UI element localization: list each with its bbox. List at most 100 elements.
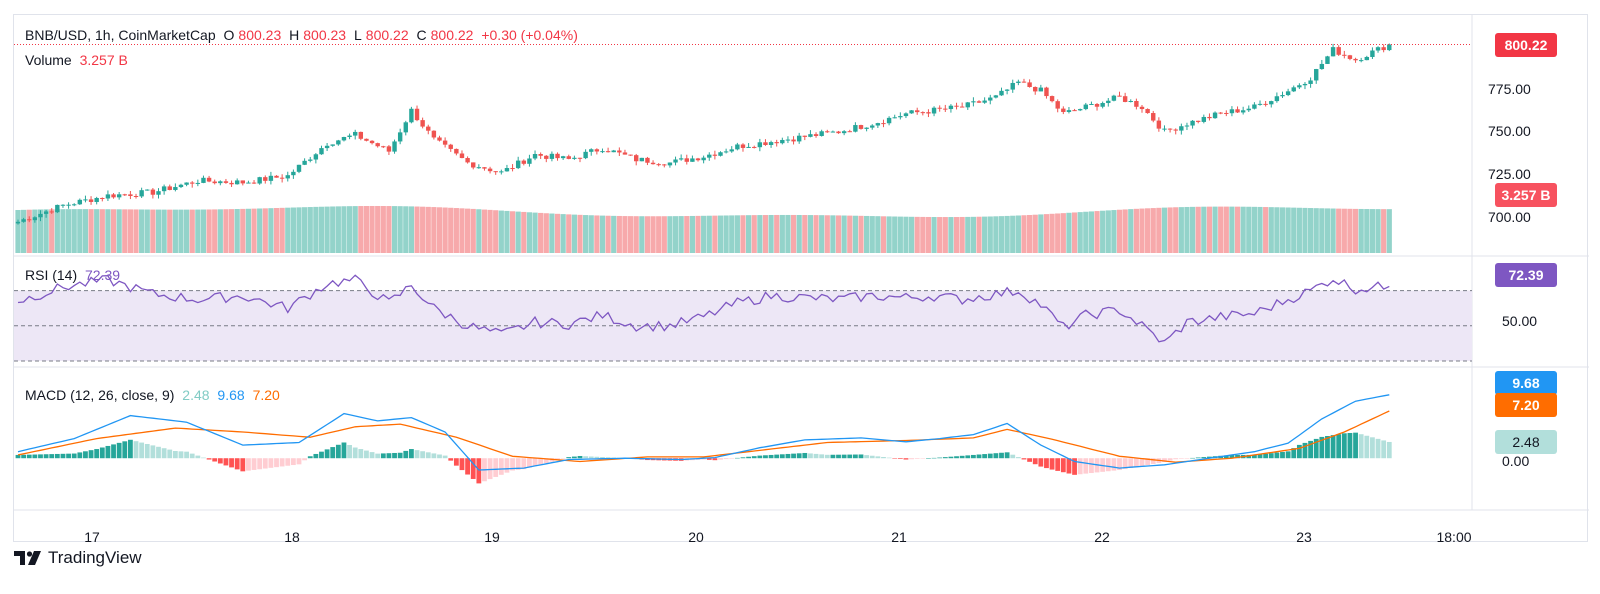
volume-label[interactable]: Volume <box>25 52 72 68</box>
symbol-label[interactable]: BNB/USD, 1h, CoinMarketCap <box>25 27 216 43</box>
macd-histogram-bar <box>212 458 218 462</box>
candle-body <box>723 151 729 153</box>
macd-signal-value: 7.20 <box>252 387 280 403</box>
macd-histogram-bar <box>1386 441 1392 459</box>
candle-body <box>1044 87 1049 97</box>
candle-body <box>133 196 139 198</box>
volume-bar <box>1066 212 1072 253</box>
volume-bar <box>701 215 707 253</box>
candle-body <box>218 181 223 184</box>
macd-histogram-bar <box>1280 451 1285 459</box>
candle-body <box>302 160 307 165</box>
macd-histogram-bar <box>15 454 21 459</box>
volume-bar <box>172 209 178 253</box>
volume-bar <box>403 206 409 253</box>
volume-bar <box>622 216 628 253</box>
macd-histogram-bar <box>841 454 847 459</box>
volume-bar <box>1145 208 1151 253</box>
volume-bar <box>155 209 162 253</box>
volume-bar <box>1116 209 1123 253</box>
volume-bar <box>324 206 330 253</box>
volume-bar <box>1010 215 1016 253</box>
volume-bar <box>1308 208 1314 253</box>
volume-bar <box>1313 208 1319 253</box>
macd-histogram-bar <box>302 458 308 461</box>
volume-bar <box>127 209 133 253</box>
volume-bar <box>1336 208 1342 253</box>
macd-histogram-bar <box>1358 434 1364 459</box>
macd-histogram-bar <box>903 458 909 460</box>
macd-histogram-bar <box>493 458 499 477</box>
candle-body <box>1387 44 1392 51</box>
candle-body <box>634 155 639 162</box>
macd-histogram-bar <box>937 457 943 459</box>
candle-body <box>145 189 150 191</box>
macd-histogram-bar <box>577 455 583 459</box>
macd-label[interactable]: MACD (12, 26, close, 9) <box>25 387 175 403</box>
candle-body <box>954 105 959 107</box>
candle-body <box>774 142 779 144</box>
macd-histogram-bar <box>32 454 38 459</box>
macd-histogram-bar <box>571 456 577 459</box>
volume-bar <box>892 216 898 253</box>
volume-bar <box>1274 207 1280 253</box>
macd-histogram-bar <box>268 458 274 468</box>
candle-body <box>858 125 864 129</box>
chart-container[interactable]: BNB/USD, 1h, CoinMarketCap O 800.23 H 800.… <box>13 14 1589 545</box>
volume-bar <box>672 216 679 253</box>
macd-histogram-bar <box>1133 458 1139 468</box>
volume-bar <box>965 216 971 253</box>
macd-histogram-bar <box>144 443 150 459</box>
candle-body <box>1089 103 1094 105</box>
candle-body <box>201 177 206 183</box>
macd-histogram-bar <box>195 455 201 459</box>
volume-bar <box>549 213 555 253</box>
chart-canvas[interactable] <box>14 15 1589 543</box>
candle-body <box>886 117 892 124</box>
macd-histogram-bar <box>296 458 302 465</box>
time-tick: 22 <box>1094 529 1110 545</box>
macd-histogram-bar <box>746 456 751 459</box>
volume-bar <box>869 216 875 253</box>
volume-bar <box>723 215 729 253</box>
candle-body <box>1302 83 1308 86</box>
candle-body <box>257 177 262 184</box>
candle-body <box>791 139 796 142</box>
macd-histogram-bar <box>909 458 914 460</box>
volume-bar <box>397 206 403 253</box>
macd-histogram-bar <box>1060 458 1066 473</box>
candle-body <box>892 117 897 119</box>
candle-body <box>319 148 324 155</box>
volume-bar <box>251 208 257 253</box>
macd-histogram-bar <box>409 449 414 459</box>
volume-bar <box>543 213 549 253</box>
candle-body <box>442 140 448 145</box>
tradingview-logo[interactable]: TradingView <box>14 548 142 568</box>
macd-histogram-bar <box>1285 451 1291 459</box>
macd-histogram-bar <box>971 454 976 459</box>
volume-bar <box>26 209 32 253</box>
tradingview-logo-icon <box>14 551 41 565</box>
macd-histogram-bar <box>768 454 774 459</box>
volume-bar <box>234 209 240 253</box>
volume-bar <box>133 209 139 253</box>
volume-bar <box>661 216 667 253</box>
price-tick: 775.00 <box>1488 81 1531 97</box>
rsi-label[interactable]: RSI (14) <box>25 267 78 283</box>
volume-bar <box>790 214 797 253</box>
volume-bar <box>262 208 268 253</box>
open-value: 800.23 <box>238 27 282 43</box>
volume-bar <box>611 215 617 253</box>
volume-bar <box>982 216 988 253</box>
volume-bar <box>167 209 173 253</box>
volume-bar <box>313 206 319 253</box>
macd-histogram-bar <box>864 455 870 459</box>
candle-body <box>454 148 459 154</box>
volume-bar <box>436 207 443 253</box>
candle-body <box>544 155 549 159</box>
rsi-legend-value: 72.39 <box>85 267 121 283</box>
candle-body <box>1224 112 1229 114</box>
macd-histogram-bar <box>498 458 504 475</box>
macd-histogram-bar <box>1021 458 1027 460</box>
macd-histogram-bar <box>246 458 251 471</box>
